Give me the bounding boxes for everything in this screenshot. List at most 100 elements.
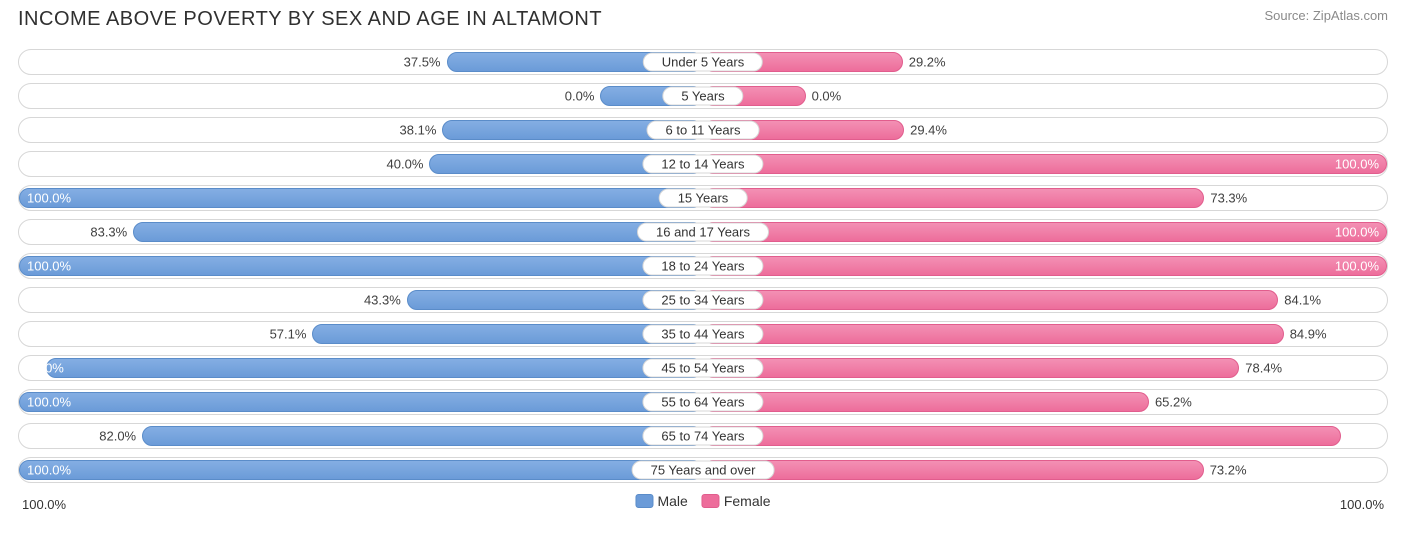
female-value-label: 78.4%: [1245, 361, 1282, 376]
male-half: 57.1%: [19, 322, 703, 346]
chart-area: 37.5% 29.2% Under 5 Years 0.0% 0.0% 5 Years 38…: [0, 31, 1406, 483]
male-bar: [19, 188, 703, 208]
male-half: 100.0%: [19, 390, 703, 414]
category-label: 5 Years: [662, 87, 743, 106]
category-label: 35 to 44 Years: [642, 325, 763, 344]
chart-header: INCOME ABOVE POVERTY BY SEX AND AGE IN A…: [0, 0, 1406, 31]
category-label: 75 Years and over: [632, 461, 775, 480]
chart-row: 96.0% 78.4% 45 to 54 Years: [18, 355, 1388, 381]
female-bar: [703, 358, 1239, 378]
female-value-label: 84.1%: [1284, 293, 1321, 308]
male-value-label: 40.0%: [387, 157, 424, 172]
female-value-label: 100.0%: [1335, 259, 1379, 274]
male-half: 40.0%: [19, 152, 703, 176]
male-value-label: 0.0%: [565, 89, 595, 104]
female-value-label: 73.3%: [1210, 191, 1247, 206]
female-value-label: 100.0%: [1335, 157, 1379, 172]
chart-row: 38.1%29.4%6 to 11 Years: [18, 117, 1388, 143]
male-value-label: 100.0%: [27, 191, 71, 206]
male-half: 38.1%: [19, 118, 703, 142]
axis-label-right: 100.0%: [1340, 497, 1384, 512]
chart-row: 82.0% 93.3% 65 to 74 Years: [18, 423, 1388, 449]
female-value-label: 0.0%: [812, 89, 842, 104]
male-half: 96.0%: [19, 356, 703, 380]
chart-row: 100.0%73.3%15 Years: [18, 185, 1388, 211]
female-value-label: 84.9%: [1290, 327, 1327, 342]
female-bar: [703, 426, 1341, 446]
female-half: 84.9%: [703, 322, 1387, 346]
female-value-label: 73.2%: [1210, 463, 1247, 478]
female-bar: [703, 154, 1387, 174]
female-value-label: 93.3%: [1342, 429, 1379, 444]
male-value-label: 43.3%: [364, 293, 401, 308]
category-label: 65 to 74 Years: [642, 427, 763, 446]
category-label: Under 5 Years: [643, 53, 763, 72]
chart-row: 100.0% 100.0% 18 to 24 Years: [18, 253, 1388, 279]
female-half: 29.4%: [703, 118, 1387, 142]
male-half: 100.0%: [19, 254, 703, 278]
male-bar: [46, 358, 703, 378]
male-bar: [19, 460, 703, 480]
female-half: 84.1%: [703, 288, 1387, 312]
chart-row: 83.3% 100.0% 16 and 17 Years: [18, 219, 1388, 245]
male-value-label: 82.0%: [99, 429, 136, 444]
female-value-label: 65.2%: [1155, 395, 1192, 410]
female-bar: [703, 222, 1387, 242]
chart-row: 100.0% 73.2% 75 Years and over: [18, 457, 1388, 483]
female-half: 100.0%: [703, 152, 1387, 176]
category-label: 16 and 17 Years: [637, 223, 769, 242]
legend: Male Female: [635, 493, 770, 509]
female-value-label: 29.2%: [909, 55, 946, 70]
male-half: 100.0%: [19, 458, 703, 482]
male-bar: [19, 392, 703, 412]
legend-female-label: Female: [724, 493, 771, 509]
male-half: 83.3%: [19, 220, 703, 244]
chart-source: Source: ZipAtlas.com: [1264, 8, 1388, 23]
female-bar: [703, 392, 1149, 412]
female-half: 73.3%: [703, 186, 1387, 210]
female-bar: [703, 460, 1204, 480]
female-swatch-icon: [702, 494, 720, 508]
female-half: 93.3%: [703, 424, 1387, 448]
chart-row: 43.3%84.1%25 to 34 Years: [18, 287, 1388, 313]
male-value-label: 100.0%: [27, 463, 71, 478]
chart-footer: 100.0% Male Female 100.0%: [0, 491, 1406, 523]
male-half: 100.0%: [19, 186, 703, 210]
male-value-label: 57.1%: [270, 327, 307, 342]
female-half: 0.0%: [703, 84, 1387, 108]
female-bar: [703, 324, 1284, 344]
female-half: 65.2%: [703, 390, 1387, 414]
chart-row: 40.0% 100.0% 12 to 14 Years: [18, 151, 1388, 177]
male-half: 43.3%: [19, 288, 703, 312]
legend-male: Male: [635, 493, 687, 509]
male-value-label: 100.0%: [27, 395, 71, 410]
female-value-label: 100.0%: [1335, 225, 1379, 240]
legend-female: Female: [702, 493, 771, 509]
male-half: 37.5%: [19, 50, 703, 74]
legend-male-label: Male: [657, 493, 687, 509]
category-label: 18 to 24 Years: [642, 257, 763, 276]
female-bar: [703, 256, 1387, 276]
female-half: 73.2%: [703, 458, 1387, 482]
male-value-label: 83.3%: [90, 225, 127, 240]
category-label: 45 to 54 Years: [642, 359, 763, 378]
category-label: 55 to 64 Years: [642, 393, 763, 412]
chart-row: 37.5% 29.2% Under 5 Years: [18, 49, 1388, 75]
male-swatch-icon: [635, 494, 653, 508]
chart-row: 57.1% 84.9% 35 to 44 Years: [18, 321, 1388, 347]
female-half: 100.0%: [703, 254, 1387, 278]
male-value-label: 100.0%: [27, 259, 71, 274]
male-bar: [142, 426, 703, 446]
male-value-label: 37.5%: [404, 55, 441, 70]
female-half: 29.2%: [703, 50, 1387, 74]
male-bar: [133, 222, 703, 242]
female-value-label: 29.4%: [910, 123, 947, 138]
chart-row: 0.0% 0.0% 5 Years: [18, 83, 1388, 109]
female-half: 78.4%: [703, 356, 1387, 380]
female-bar: [703, 188, 1204, 208]
chart-row: 100.0% 65.2% 55 to 64 Years: [18, 389, 1388, 415]
male-value-label: 96.0%: [27, 361, 64, 376]
female-half: 100.0%: [703, 220, 1387, 244]
male-half: 82.0%: [19, 424, 703, 448]
category-label: 12 to 14 Years: [642, 155, 763, 174]
